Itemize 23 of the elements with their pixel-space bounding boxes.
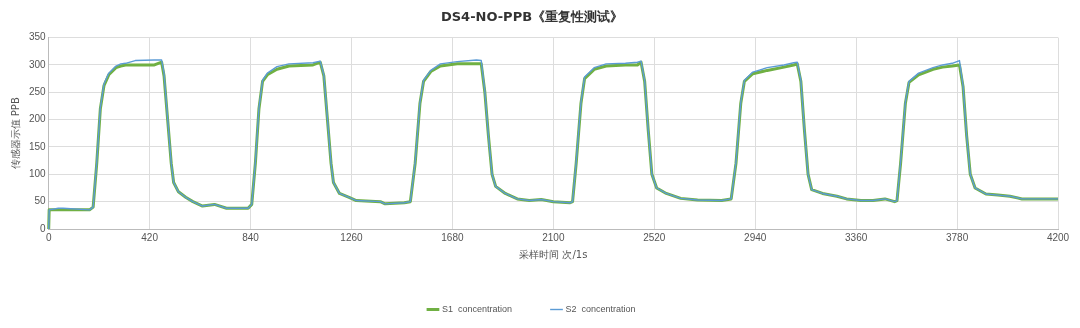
x-tick-label: 3360 — [845, 231, 868, 243]
legend-label: S2 concentration — [565, 303, 636, 314]
x-tick-label: 3780 — [945, 231, 969, 243]
y-tick-label: 150 — [29, 140, 47, 152]
y-tick-label: 100 — [29, 168, 47, 180]
legend-label: S1 concentration — [441, 303, 512, 314]
x-tick-label: 2940 — [744, 231, 767, 243]
x-tick-label: 2520 — [643, 231, 666, 243]
y-tick-label: 0 — [40, 222, 47, 234]
y-tick-label: 350 — [29, 31, 47, 43]
x-tick-label: 420 — [141, 231, 159, 243]
x-tick-label: 1260 — [340, 231, 364, 243]
y-tick-label: 50 — [34, 195, 47, 207]
x-tick-label: 2100 — [542, 231, 565, 243]
x-axis-title: 采样时间 次/1s — [519, 248, 588, 260]
y-tick-label: 250 — [29, 86, 47, 98]
x-tick-label: 840 — [242, 231, 260, 243]
x-tick-label: 4200 — [1046, 231, 1070, 243]
chart-title: DS4-NO-PPB《重复性测试》 — [440, 9, 624, 25]
y-tick-label: 300 — [29, 58, 47, 70]
y-axis-title: 传感器示值 PPB — [9, 97, 21, 170]
x-tick-label: 1680 — [441, 231, 464, 243]
y-tick-label: 200 — [29, 113, 47, 125]
